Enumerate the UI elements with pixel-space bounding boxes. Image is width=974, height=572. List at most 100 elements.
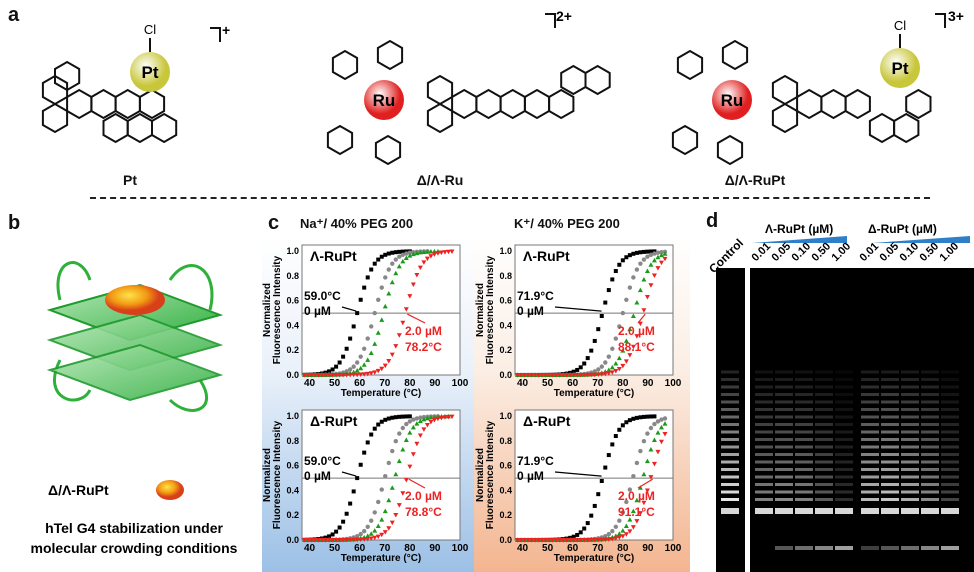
data-point	[372, 510, 377, 515]
low-arrow	[341, 471, 357, 477]
data-point	[347, 372, 353, 378]
data-point	[613, 336, 619, 341]
data-point	[620, 310, 626, 316]
ring	[331, 49, 359, 81]
data-point	[417, 265, 423, 271]
ring	[138, 88, 166, 120]
data-point	[396, 503, 402, 508]
x-tick-label: 40	[304, 543, 316, 554]
data-point	[515, 538, 521, 543]
x-tick-label: 90	[429, 543, 441, 554]
data-point	[539, 372, 545, 378]
data-point	[634, 415, 639, 420]
gel-band	[941, 415, 959, 419]
data-point	[334, 364, 339, 369]
x-tick-label: 80	[404, 543, 416, 554]
y-tick-label: 0.2	[499, 510, 512, 520]
x-tick-label: 40	[517, 378, 529, 389]
data-point	[603, 465, 608, 470]
ring	[676, 49, 704, 81]
data-point	[557, 372, 563, 378]
gel-band	[721, 475, 739, 479]
ring	[151, 112, 178, 144]
data-point	[428, 249, 434, 254]
data-point	[644, 488, 650, 493]
data-point	[361, 372, 367, 377]
data-point	[634, 300, 640, 305]
gel-band	[921, 408, 939, 411]
gel-band	[835, 371, 853, 374]
gel-band	[795, 378, 813, 381]
data-point	[414, 421, 420, 426]
data-point	[351, 489, 356, 494]
gel-band	[755, 423, 773, 426]
gel-band	[881, 475, 899, 479]
gel-band	[815, 438, 833, 441]
data-point	[379, 532, 385, 538]
gel-band	[775, 460, 793, 464]
gel-band-main	[721, 508, 739, 514]
y-axis-label: Normalized	[262, 448, 273, 502]
data-point	[602, 371, 608, 377]
group-label-lambda: Λ-RuPt (µM)	[765, 222, 834, 236]
data-point	[655, 266, 661, 271]
data-point	[617, 324, 622, 329]
gel-band	[815, 468, 833, 471]
x-tick-label: 60	[354, 543, 366, 554]
data-point	[655, 430, 661, 435]
data-point	[623, 523, 629, 529]
data-point	[634, 334, 640, 339]
gel-band	[835, 415, 853, 419]
caption-line-2: molecular crowding conditions	[30, 540, 238, 556]
gel-band	[901, 460, 919, 464]
data-point	[358, 537, 364, 543]
data-point	[354, 360, 360, 365]
wedge-lambda	[752, 236, 847, 243]
compound-name-ru: Δ/Λ-Ru	[416, 172, 464, 188]
gel-band	[721, 430, 739, 434]
data-point	[414, 272, 420, 278]
gel-band	[881, 445, 899, 449]
gel-band	[795, 430, 813, 434]
gel-band	[881, 378, 899, 381]
data-point	[403, 478, 409, 483]
data-point	[445, 414, 451, 420]
data-point	[327, 369, 332, 374]
data-point	[638, 250, 643, 255]
gel-band	[775, 378, 793, 381]
y-tick-label: 1.0	[286, 411, 299, 421]
data-point	[407, 253, 413, 258]
gel-band	[901, 475, 919, 479]
x-axis-label: Temperature (°C)	[554, 388, 635, 399]
data-point	[627, 487, 633, 492]
data-point	[382, 303, 388, 309]
gel-band	[815, 415, 833, 419]
data-point	[337, 360, 342, 365]
gel-band	[775, 445, 793, 449]
data-point	[389, 520, 395, 526]
high-tm-label: 91.1°C	[618, 505, 655, 519]
data-point	[379, 317, 385, 322]
data-point	[596, 327, 601, 332]
data-point	[372, 370, 378, 375]
data-point	[627, 517, 633, 522]
y-tick-label: 1.0	[499, 246, 512, 256]
gel-band	[901, 400, 919, 404]
data-point	[348, 336, 353, 341]
data-point	[379, 254, 384, 259]
data-point	[620, 534, 626, 539]
x-tick-label: 80	[617, 378, 629, 389]
ring	[844, 88, 871, 120]
data-point	[333, 537, 339, 543]
chloride-label: Cl	[144, 22, 156, 37]
y-tick-label: 1.0	[499, 411, 512, 421]
high-arrow	[637, 313, 646, 324]
data-point	[330, 532, 335, 537]
data-point	[606, 531, 611, 537]
data-point	[553, 537, 559, 543]
gel-band	[721, 468, 739, 471]
data-point	[624, 499, 629, 505]
data-point	[634, 519, 640, 524]
data-point	[386, 290, 392, 296]
gel-band	[835, 385, 853, 389]
